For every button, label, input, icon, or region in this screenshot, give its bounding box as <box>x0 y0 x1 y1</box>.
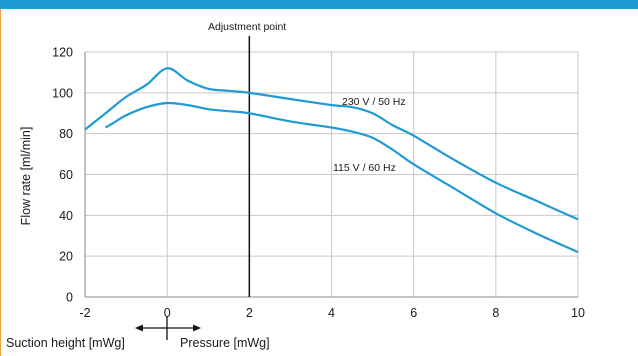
series-label-115v: 115 V / 60 Hz <box>333 162 396 174</box>
chart-axes: 0 20 40 60 80 100 120 -2 0 2 4 6 8 10 <box>52 36 585 320</box>
y-tick-label: 20 <box>59 250 73 264</box>
x-tick-label: 0 <box>164 306 171 320</box>
chart-series <box>84 67 579 254</box>
y-tick-label: 60 <box>59 168 73 182</box>
suction-height-label: Suction height [mWg] <box>6 336 125 350</box>
y-tick-label: 120 <box>52 46 73 60</box>
y-tick-label: 0 <box>66 291 73 305</box>
series-line-1 <box>104 101 579 254</box>
pressure-label: Pressure [mWg] <box>180 336 270 350</box>
x-tick-label: 2 <box>246 306 253 320</box>
x-tick-label: 6 <box>410 306 417 320</box>
chart-grid <box>85 51 579 297</box>
adjustment-point-label: Adjustment point <box>208 21 286 33</box>
x-tick-label: 4 <box>328 306 335 320</box>
frame-border <box>0 9 1 356</box>
y-tick-label: 40 <box>59 209 73 223</box>
x-tick-label: 8 <box>492 306 499 320</box>
direction-arrows-icon <box>135 316 201 340</box>
x-tick-label: 10 <box>571 306 585 320</box>
x-tick-label: -2 <box>79 306 90 320</box>
y-tick-label: 100 <box>52 86 73 100</box>
header-bar <box>0 0 638 9</box>
y-tick-label: 80 <box>59 127 73 141</box>
y-axis-title: Flow rate [ml/min] <box>19 127 33 226</box>
series-line-0 <box>84 67 579 221</box>
series-label-230v: 230 V / 50 Hz <box>342 96 406 108</box>
